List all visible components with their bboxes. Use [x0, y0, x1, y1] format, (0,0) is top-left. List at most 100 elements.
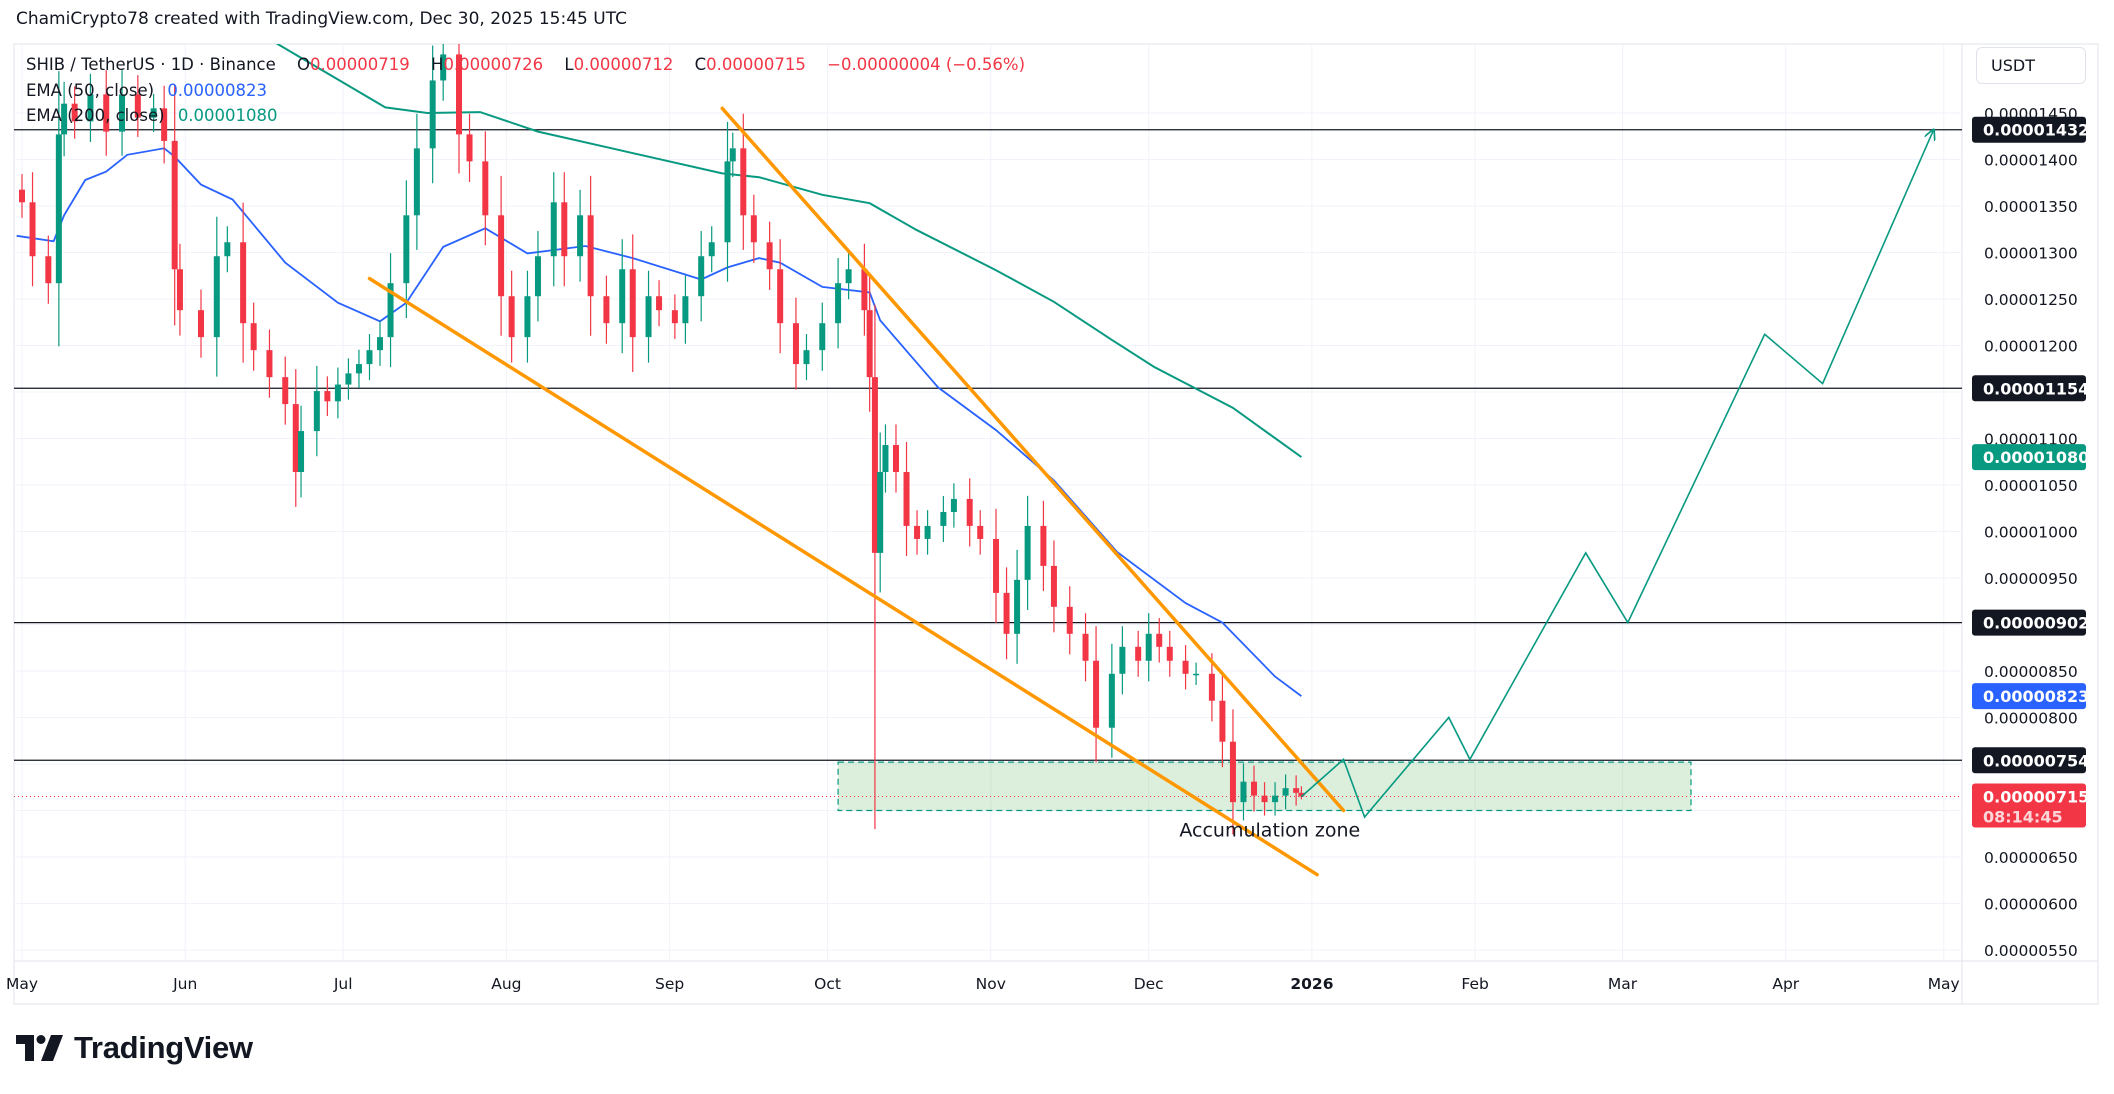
candle-body: [298, 431, 305, 472]
candle: [429, 45, 436, 184]
candle-body: [1108, 673, 1115, 728]
open-value: 0.00000719: [310, 55, 410, 74]
candle-body: [498, 215, 505, 297]
price-tag-background: [1972, 444, 2086, 471]
candle: [993, 508, 1000, 623]
price-tick-label: 0.00001200: [1984, 338, 2078, 356]
price-tick-label: 0.00000950: [1984, 570, 2078, 588]
candle-body: [250, 323, 257, 351]
candle: [345, 358, 352, 400]
projection-path[interactable]: [1300, 131, 1933, 819]
candle: [1261, 782, 1268, 816]
candle-body: [150, 108, 157, 118]
price-tag-background: [1972, 375, 2086, 402]
candle: [619, 239, 626, 354]
price-tag-background: [1972, 747, 2086, 774]
candle-body: [866, 310, 873, 378]
time-tick-label: Jun: [172, 975, 197, 993]
candle: [1066, 586, 1073, 655]
candle: [334, 367, 341, 419]
time-axis-ticks[interactable]: May Jun Jul Aug Sep Oct Nov Dec 2026 Feb Mar Apr May: [6, 975, 1960, 993]
candle-body: [950, 498, 957, 512]
candle-body: [1251, 781, 1258, 796]
candle-body: [819, 323, 826, 351]
candle-body: [861, 269, 868, 311]
candle: [355, 349, 362, 388]
candle-body: [282, 377, 289, 405]
symbol-legend-row[interactable]: SHIB / TetherUS · 1D · Binance O0.000007…: [26, 52, 1025, 78]
candle-body: [87, 94, 94, 122]
candle-body: [682, 296, 689, 324]
candle-body: [1024, 525, 1031, 580]
price-axis-ticks[interactable]: 0.000014500.000014000.000013500.00001300…: [1984, 105, 2078, 960]
ema50-label: EMA (50, close): [26, 80, 155, 100]
plot-area[interactable]: Accumulation zone: [14, 15, 1962, 877]
falling-wedge-trendline[interactable]: [720, 106, 1346, 813]
candle-body: [940, 511, 947, 526]
candle: [1182, 645, 1189, 690]
candle: [892, 424, 899, 493]
candle-body: [224, 242, 231, 257]
horizontal-levels[interactable]: [14, 129, 1962, 798]
candle: [366, 334, 373, 381]
price-tag-value: 0.00001080: [1983, 448, 2089, 467]
candle: [1024, 495, 1031, 610]
candle-body: [1208, 673, 1215, 701]
candle: [1193, 662, 1200, 685]
candle: [292, 369, 299, 507]
candle: [671, 294, 678, 339]
candle: [724, 121, 731, 282]
tradingview-logo[interactable]: TradingView: [16, 1030, 253, 1066]
candle: [819, 302, 826, 371]
candle-body: [119, 94, 126, 132]
candle-body: [161, 108, 168, 141]
candle: [29, 172, 36, 287]
candle-body: [914, 525, 921, 539]
candle-body: [645, 296, 652, 338]
candle-body: [1082, 633, 1089, 661]
candle: [698, 231, 705, 322]
ema200-legend-row[interactable]: EMA (200, close) 0.00001080: [26, 103, 1025, 129]
candle: [1251, 765, 1258, 812]
time-tick-label: Apr: [1772, 975, 1799, 993]
tradingview-logo-text: TradingView: [74, 1030, 253, 1065]
accumulation-zone-label: Accumulation zone: [1179, 820, 1360, 842]
candle: [656, 280, 663, 327]
candle: [298, 405, 305, 498]
candle: [1050, 540, 1057, 633]
candle-body: [508, 296, 515, 338]
candle: [1108, 643, 1115, 758]
falling-wedge-trendline[interactable]: [367, 276, 1319, 877]
candle-body: [429, 80, 436, 149]
candle: [877, 432, 884, 593]
candle: [1166, 630, 1173, 677]
candle-body: [55, 134, 62, 284]
candle: [150, 93, 157, 133]
currency-selector[interactable]: USDT: [1976, 47, 2086, 84]
candle-body: [355, 364, 362, 374]
candle: [440, 44, 447, 101]
trendlines[interactable]: [367, 106, 1346, 877]
candle-body: [1166, 646, 1173, 661]
candle: [1219, 675, 1226, 768]
candle-body: [966, 498, 973, 526]
price-tag-value: 0.00000715: [1983, 788, 2089, 807]
ema50-line: [16, 147, 1302, 697]
candle: [413, 113, 420, 250]
close-value: 0.00000715: [706, 55, 806, 74]
price-tag-value: 0.00000902: [1983, 614, 2089, 633]
ema50-legend-row[interactable]: EMA (50, close) 0.00000823: [26, 78, 1025, 104]
candle-body: [1040, 525, 1047, 566]
candle: [777, 239, 784, 354]
price-tag-value: 0.00000754: [1983, 751, 2089, 770]
projection-path-line[interactable]: [1300, 131, 1933, 819]
price-tick-label: 0.00001250: [1984, 291, 2078, 309]
ema50-value: 0.00000823: [167, 80, 268, 100]
candle-body: [603, 296, 610, 324]
candle: [1298, 786, 1305, 800]
time-tick-label: Sep: [655, 975, 684, 993]
candle: [940, 495, 947, 542]
candle: [224, 226, 231, 273]
candle: [629, 234, 636, 373]
